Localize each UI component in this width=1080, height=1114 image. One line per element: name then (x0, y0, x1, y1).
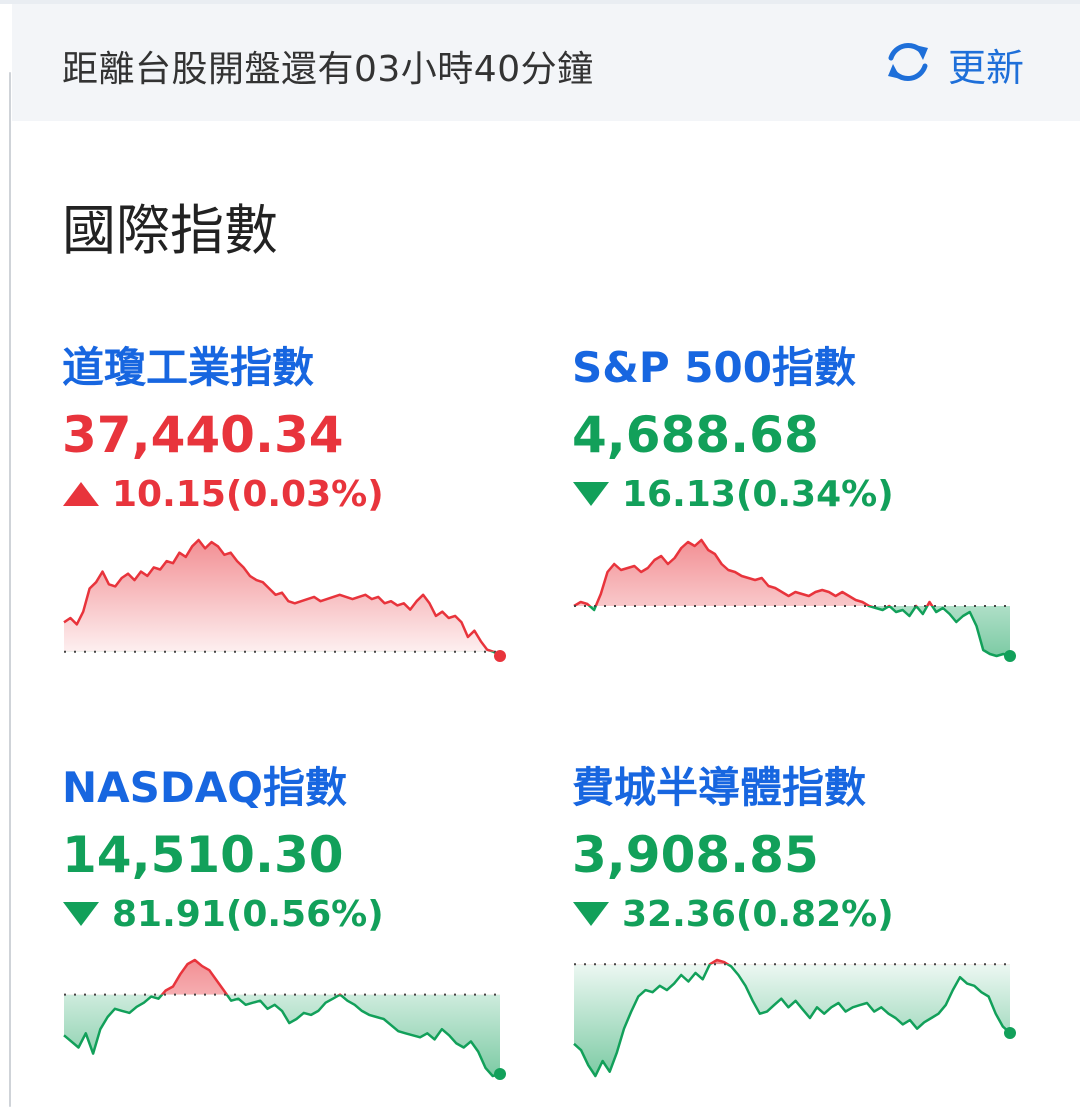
index-card-sox[interactable]: 費城半導體指數 3,908.85 32.36(0.82%) (572, 754, 1032, 1114)
refresh-label[interactable]: 更新 (948, 45, 1025, 90)
sparkline-chart (573, 958, 1016, 1078)
sparkline-area-up (574, 540, 1010, 606)
sparkline-end-dot (494, 1067, 506, 1080)
index-value: 4,688.68 (572, 406, 819, 464)
sparkline-line-down (574, 606, 1011, 658)
market-countdown-text: 距離台股開盤還有03小時40分鐘 (62, 49, 594, 90)
index-change-text: 32.36(0.82%) (622, 893, 894, 935)
market-countdown-banner: 距離台股開盤還有03小時40分鐘 更新 (12, 4, 1080, 121)
index-change: 16.13(0.34%) (572, 473, 894, 515)
down-triangle-icon (63, 902, 99, 926)
sparkline-line-up (573, 538, 934, 606)
scroll-edge (9, 72, 11, 1107)
index-name[interactable]: 道瓊工業指數 (62, 343, 315, 392)
refresh-button[interactable]: 更新 (882, 32, 1024, 96)
refresh-icon[interactable] (882, 36, 934, 92)
index-card-nasdaq[interactable]: NASDAQ指數 14,510.30 81.91(0.56%) (62, 754, 522, 1114)
sparkline-chart (573, 538, 1016, 662)
index-change: 32.36(0.82%) (572, 893, 894, 935)
index-name[interactable]: 費城半導體指數 (572, 763, 867, 812)
sparkline-area-up (709, 960, 728, 965)
index-change: 81.91(0.56%) (62, 893, 384, 935)
sparkline-line-down (573, 964, 1011, 1078)
index-value: 3,908.85 (572, 826, 819, 884)
down-triangle-icon (573, 902, 609, 926)
sparkline-chart (63, 538, 506, 662)
sparkline-area-down (64, 994, 500, 1076)
index-change-text: 16.13(0.34%) (622, 473, 894, 515)
index-name[interactable]: NASDAQ指數 (62, 763, 347, 812)
up-triangle-icon (63, 482, 99, 506)
sparkline-chart (63, 958, 506, 1080)
index-value: 14,510.30 (62, 826, 344, 884)
sparkline-area-up (162, 960, 227, 995)
sparkline-line-up (63, 538, 496, 652)
down-triangle-icon (573, 482, 609, 506)
sparkline-area-down (574, 964, 1010, 1076)
index-name[interactable]: S&P 500指數 (572, 343, 856, 392)
sparkline-end-dot (494, 650, 506, 662)
index-change-text: 81.91(0.56%) (112, 893, 384, 935)
sparkline-end-dot (1004, 1027, 1016, 1040)
sparkline-end-dot (1004, 650, 1016, 662)
index-change-text: 10.15(0.03%) (112, 473, 384, 515)
sparkline-line-down (63, 994, 501, 1078)
index-card-dow[interactable]: 道瓊工業指數 37,440.34 10.15(0.03%) (62, 334, 522, 694)
top-divider (0, 0, 1080, 4)
index-change: 10.15(0.03%) (62, 473, 384, 515)
index-value: 37,440.34 (62, 406, 344, 464)
sparkline-area-down (574, 606, 1010, 656)
section-title: 國際指數 (62, 199, 278, 262)
index-card-sp500[interactable]: S&P 500指數 4,688.68 16.13(0.34%) (572, 334, 1032, 694)
sparkline-area-up (64, 540, 494, 652)
